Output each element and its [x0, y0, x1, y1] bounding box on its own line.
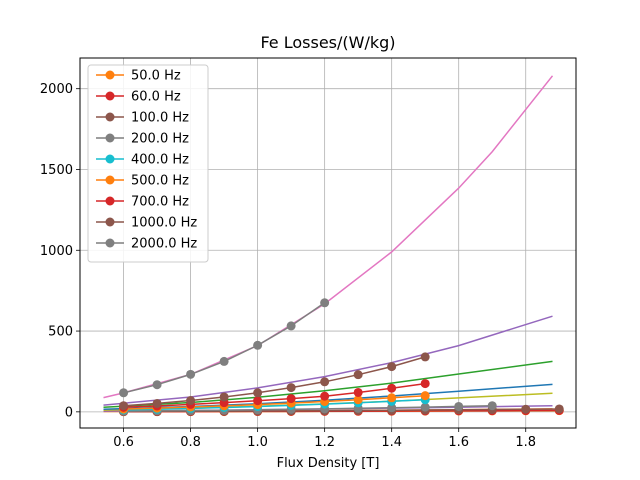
data-point [353, 395, 363, 405]
data-point [186, 396, 196, 406]
legend: 50.0 Hz 60.0 Hz 100.0 Hz 200.0 Hz 400.0 Hz 50… [87, 64, 209, 263]
x-tick-label: 1.0 [247, 435, 268, 450]
series-line [123, 408, 560, 413]
legend-swatch-marker [105, 217, 115, 227]
data-point [420, 379, 430, 389]
legend-swatch-marker [105, 91, 115, 101]
y-tick-label: 0 [65, 405, 73, 420]
series-line [123, 398, 426, 411]
data-point [253, 388, 263, 398]
data-point [320, 298, 330, 308]
data-point [320, 391, 330, 401]
legend-entry-label: 60.0 Hz [131, 90, 181, 105]
data-point [420, 391, 430, 401]
data-point [387, 403, 397, 413]
legend-entry-label: 50.0 Hz [131, 69, 181, 84]
series-line [123, 382, 426, 409]
series-2000-0-hz [119, 298, 330, 398]
data-point [219, 356, 229, 366]
data-point [253, 340, 263, 350]
legend-swatch-marker [105, 175, 115, 185]
x-tick-label: 0.6 [113, 435, 134, 450]
data-point [521, 404, 531, 414]
legend-swatch-marker [105, 133, 115, 143]
data-point [387, 362, 397, 372]
data-point [186, 369, 196, 379]
data-point [387, 393, 397, 403]
legend-entry-label: 1000.0 Hz [131, 216, 197, 231]
legend-entry-label: 2000.0 Hz [131, 237, 197, 252]
data-point [387, 383, 397, 393]
y-tick-label: 1500 [40, 163, 73, 178]
data-point [219, 392, 229, 402]
data-point [152, 380, 162, 390]
legend-entry-label: 400.0 Hz [131, 153, 189, 168]
data-point [420, 352, 430, 362]
series-line [123, 394, 426, 410]
data-point [487, 401, 497, 411]
x-tick-label: 1.2 [314, 435, 335, 450]
data-point [454, 401, 464, 411]
x-tick-label: 0.8 [180, 435, 201, 450]
legend-swatch-marker [105, 238, 115, 248]
chart-title: Fe Losses/(W/kg) [260, 33, 395, 52]
y-tick-label: 500 [48, 325, 73, 340]
x-axis-label: Flux Density [T] [277, 456, 380, 471]
x-tick-label: 1.8 [515, 435, 536, 450]
plot-frame [79, 57, 577, 429]
x-tick-label: 1.4 [381, 435, 402, 450]
data-point [353, 370, 363, 380]
data-point [119, 401, 129, 411]
data-point [253, 396, 263, 406]
data-point [353, 387, 363, 397]
legend-swatch-marker [105, 196, 115, 206]
y-tick-label: 1000 [40, 244, 73, 259]
legend-swatch-marker [105, 112, 115, 122]
plot-lines [103, 75, 564, 417]
data-point [420, 402, 430, 412]
series-line [123, 404, 493, 412]
legend-entry-label: 200.0 Hz [131, 132, 189, 147]
legend-swatch-marker [105, 70, 115, 80]
x-tick-label: 1.6 [448, 435, 469, 450]
data-point [286, 383, 296, 393]
y-tick-label: 2000 [40, 82, 73, 97]
data-point [320, 377, 330, 387]
legend-box [87, 64, 209, 263]
data-point [286, 394, 296, 404]
data-point [286, 321, 296, 331]
legend-swatch-marker [105, 154, 115, 164]
data-point [152, 398, 162, 408]
legend-entry-label: 100.0 Hz [131, 111, 189, 126]
legend-entry-label: 700.0 Hz [131, 195, 189, 210]
y-axis-ticks: 0 500 1000 1500 2000 [40, 82, 80, 420]
x-axis-ticks: 0.6 0.8 1.0 1.2 1.4 1.6 1.8 [113, 428, 536, 450]
series-line [123, 356, 426, 407]
series-1000-0-hz [119, 352, 430, 411]
legend-entry-label: 500.0 Hz [131, 174, 189, 189]
data-point [554, 404, 564, 414]
data-point [119, 388, 129, 398]
